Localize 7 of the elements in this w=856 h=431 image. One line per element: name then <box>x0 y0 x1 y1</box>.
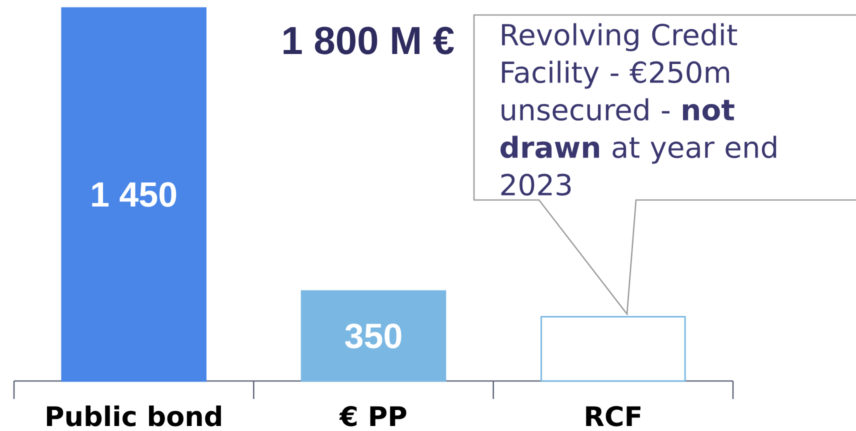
x-tick-label: € PP <box>339 406 406 426</box>
annotation: 1 800 M € <box>284 26 454 54</box>
x-tick-label: Public bond <box>46 405 221 426</box>
data-label: 350 <box>345 324 402 348</box>
x-tick-label: RCF <box>586 406 640 426</box>
text: Revolving Credit Facility - €250m unsecured - not drawn at year end 2023 <box>500 23 776 196</box>
data-label: 1 450 <box>92 182 176 207</box>
